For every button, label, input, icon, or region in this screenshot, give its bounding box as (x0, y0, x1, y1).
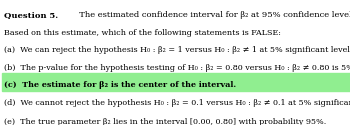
Text: Question 5.: Question 5. (4, 11, 58, 19)
FancyBboxPatch shape (2, 73, 350, 91)
Text: (b)  The p-value for the hypothesis testing of H₀ : β₂ = 0.80 versus H₀ : β₂ ≠ 0: (b) The p-value for the hypothesis testi… (4, 64, 350, 72)
Text: The estimated confidence interval for β₂ at 95% confidence level is [0.00, 0.80]: The estimated confidence interval for β₂… (74, 11, 350, 19)
Text: Based on this estimate, which of the following statements is FALSE:: Based on this estimate, which of the fol… (4, 29, 281, 37)
Text: (c)  The estimate for β₂ is the center of the interval.: (c) The estimate for β₂ is the center of… (4, 81, 236, 89)
Text: (e)  The true parameter β₂ lies in the interval [0.00, 0.80] with probability 95: (e) The true parameter β₂ lies in the in… (4, 118, 327, 125)
Text: (a)  We can reject the hypothesis H₀ : β₂ = 1 versus H₀ : β₂ ≠ 1 at 5% significa: (a) We can reject the hypothesis H₀ : β₂… (4, 46, 350, 54)
Text: (d)  We cannot reject the hypothesis H₀ : β₂ = 0.1 versus H₀ : β₂ ≠ 0.1 at 5% si: (d) We cannot reject the hypothesis H₀ :… (4, 99, 350, 107)
